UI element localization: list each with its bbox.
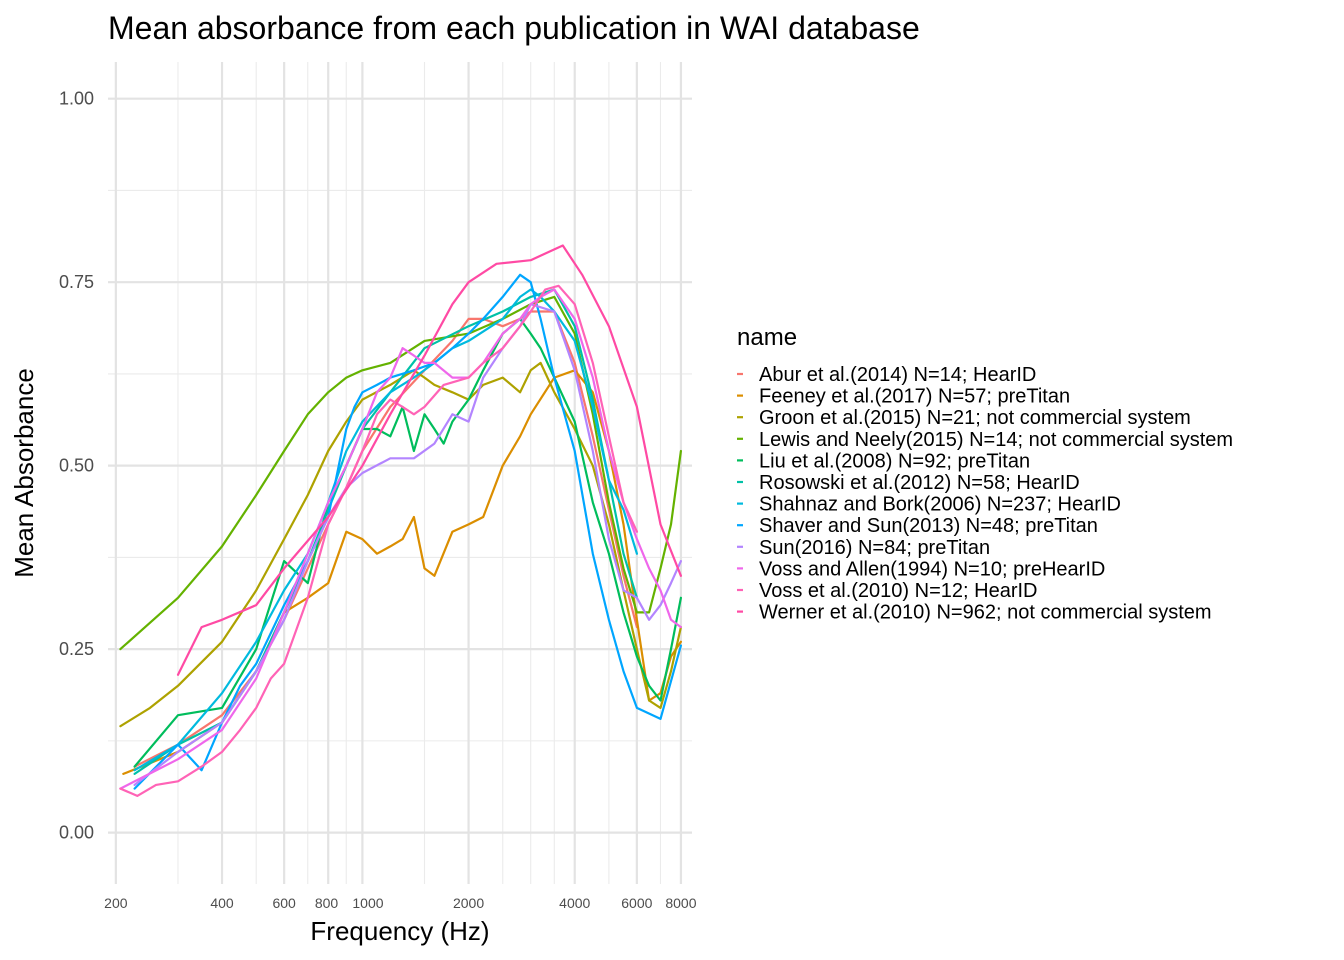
series-line-5 <box>133 317 683 768</box>
legend-label-7: Shahnaz and Bork(2006) N=237; HearID <box>759 494 1121 516</box>
legend-label-10: Voss and Allen(1994) N=10; preHearID <box>759 558 1105 580</box>
chart-title: Mean absorbance from each publication in… <box>108 10 920 46</box>
x-tick-label: 400 <box>210 895 234 911</box>
grid-major <box>108 62 692 884</box>
x-tick-label: 8000 <box>665 895 696 911</box>
legend-label-1: Abur et al.(2014) N=14; HearID <box>759 364 1036 386</box>
x-tick-label: 200 <box>104 895 128 911</box>
legend-label-9: Sun(2016) N=84; preTitan <box>759 537 990 559</box>
y-tick-label: 0.75 <box>59 272 94 292</box>
legend-label-5: Liu et al.(2008) N=92; preTitan <box>759 450 1030 472</box>
legend-label-6: Rosowski et al.(2012) N=58; HearID <box>759 472 1080 494</box>
x-tick-label: 1000 <box>352 895 383 911</box>
legend-label-11: Voss et al.(2010) N=12; HearID <box>759 580 1037 602</box>
legend-label-3: Groon et al.(2015) N=21; not commercial … <box>759 407 1191 429</box>
x-tick-label: 600 <box>272 895 296 911</box>
series-line-6 <box>133 288 639 776</box>
legend-label-4: Lewis and Neely(2015) N=14; not commerci… <box>759 429 1233 451</box>
y-tick-label: 1.00 <box>59 89 94 109</box>
legend-label-12: Werner et al.(2010) N=962; not commercia… <box>759 602 1212 624</box>
legend-label-2: Feeney et al.(2017) N=57; preTitan <box>759 386 1070 408</box>
legend-title: name <box>737 324 797 351</box>
series-line-4 <box>119 295 683 651</box>
legend-label-8: Shaver and Sun(2013) N=48; preTitan <box>759 515 1098 537</box>
series-layer <box>119 244 683 798</box>
x-tick-label: 4000 <box>559 895 590 911</box>
series-line-7 <box>133 288 639 772</box>
x-axis-ticks: 200 400 600 800 1000 2000 4000 6000 8000 <box>104 895 697 911</box>
y-axis-ticks: 0.00 0.25 0.50 0.75 1.00 <box>59 89 94 843</box>
series-line-12 <box>176 244 683 676</box>
series-line-9 <box>133 303 683 787</box>
x-tick-label: 6000 <box>621 895 652 911</box>
series-line-11 <box>119 284 639 798</box>
x-axis-title: Frequency (Hz) <box>310 916 489 946</box>
y-tick-label: 0.25 <box>59 639 94 659</box>
x-tick-label: 800 <box>315 895 339 911</box>
grid-minor <box>108 62 692 884</box>
x-tick-label: 2000 <box>453 895 484 911</box>
y-tick-label: 0.00 <box>59 823 94 843</box>
y-axis-title: Mean Absorbance <box>9 368 39 578</box>
y-tick-label: 0.50 <box>59 456 94 476</box>
